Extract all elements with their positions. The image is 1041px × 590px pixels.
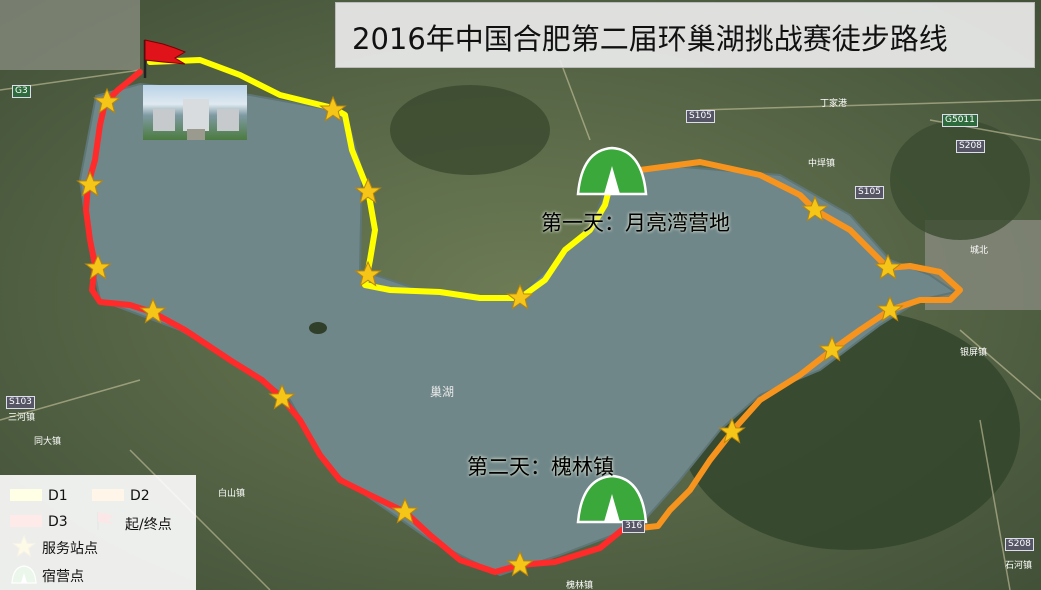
service-star-icon <box>818 335 846 362</box>
service-star-icon <box>718 417 746 444</box>
lake-island <box>309 322 327 334</box>
northern-hills <box>390 85 550 175</box>
road-shield-g5011: G5011 <box>942 114 978 127</box>
service-star-icon <box>354 260 382 287</box>
service-star-icon <box>506 283 534 310</box>
start-flag-icon <box>143 39 187 78</box>
place-zhongxiazhen: 中垾镇 <box>808 159 836 169</box>
service-star-icon <box>93 87 121 114</box>
legend-d2-label: D2 <box>130 488 150 504</box>
road-shield-s316: 316 <box>622 520 646 533</box>
road-shield-s208b: S208 <box>1005 538 1034 551</box>
place-tongdazhen: 同大镇 <box>34 437 62 447</box>
place-huailinzhen: 槐林镇 <box>566 581 594 590</box>
camp-day2-label: 第二天：槐林镇 <box>467 455 614 479</box>
place-baishanzhen: 白山镇 <box>218 489 246 499</box>
service-star-icon <box>76 170 104 197</box>
camp-day1-label: 第一天：月亮湾营地 <box>541 211 730 235</box>
road-shield-g3: G3 <box>12 85 31 98</box>
background-roads <box>0 59 1041 590</box>
camp-tent-icon <box>576 146 648 196</box>
road-shield-s105b: S105 <box>855 186 884 199</box>
legend-service-label: 服务站点 <box>42 541 98 557</box>
legend-d3-label: D3 <box>48 514 68 530</box>
map-legend: D1 D2 D3 起/终点 服务站点 宿营点 <box>0 475 196 590</box>
place-dingjiagang: 丁家港 <box>820 99 848 109</box>
service-star-icon <box>84 253 112 280</box>
title-banner: 2016年中国合肥第二届环巢湖挑战赛徒步路线 <box>335 2 1035 68</box>
place-sanhezhen: 三河镇 <box>8 413 36 423</box>
road-shield-s105a: S105 <box>686 110 715 123</box>
map-title: 2016年中国合肥第二届环巢湖挑战赛徒步路线 <box>352 22 948 56</box>
road-shield-s103: S103 <box>6 396 35 409</box>
service-star-icon <box>268 383 296 410</box>
hefei-urban-area <box>0 0 140 70</box>
place-chengbei: 城北 <box>970 246 989 256</box>
service-star-icon <box>354 177 382 204</box>
service-stations <box>76 87 904 577</box>
lake-label: 巢湖 <box>430 385 455 399</box>
service-star-icon <box>876 295 904 322</box>
service-star-icon <box>874 253 902 280</box>
legend-d1-label: D1 <box>48 488 68 504</box>
service-star-icon <box>319 95 347 122</box>
place-shihe: 石河镇 <box>1005 561 1033 571</box>
road-shield-s208a: S208 <box>956 140 985 153</box>
service-star-icon <box>391 497 419 524</box>
service-star-icon <box>506 550 534 577</box>
service-star-icon <box>801 195 829 222</box>
place-yinpingzhen: 银屏镇 <box>960 348 988 358</box>
route-d2 <box>609 159 963 531</box>
eastern-hills <box>890 120 1030 240</box>
service-star-icon <box>139 297 167 324</box>
legend-start-end-label: 起/终点 <box>125 517 172 533</box>
start-point-photo <box>143 85 247 140</box>
legend-camp-label: 宿营点 <box>42 569 84 585</box>
